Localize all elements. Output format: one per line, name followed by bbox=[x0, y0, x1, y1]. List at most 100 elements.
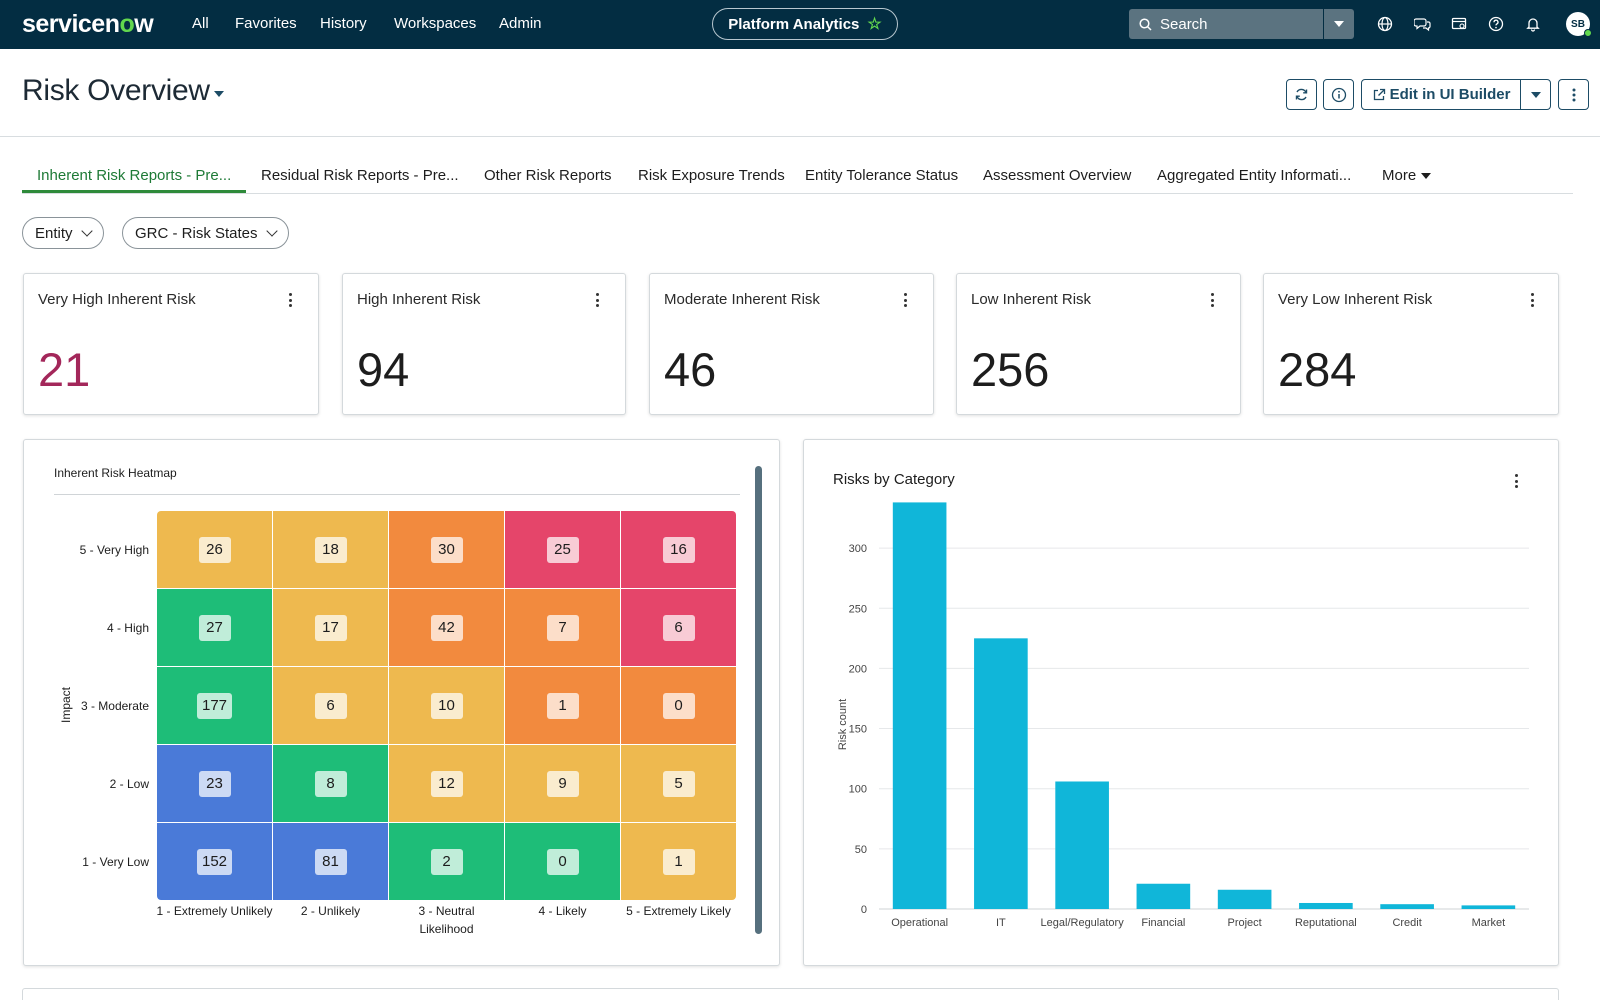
bar[interactable] bbox=[1461, 905, 1516, 909]
heatmap-cell-value: 81 bbox=[314, 848, 347, 875]
heatmap-row-label: 2 - Low bbox=[109, 776, 149, 791]
tab-other-risk-reports[interactable]: Other Risk Reports bbox=[484, 167, 612, 184]
tab-residual-risk-reports[interactable]: Residual Risk Reports - Pre... bbox=[261, 167, 459, 184]
y-axis-title: Risk count bbox=[837, 699, 849, 750]
tab-inherent-risk-reports[interactable]: Inherent Risk Reports - Pre... bbox=[37, 167, 232, 184]
heatmap-cell[interactable]: 9 bbox=[505, 745, 620, 822]
chat-icon[interactable] bbox=[1411, 13, 1433, 35]
info-button[interactable] bbox=[1323, 79, 1354, 110]
more-actions-button[interactable] bbox=[1558, 79, 1589, 110]
tab-risk-exposure-trends[interactable]: Risk Exposure Trends bbox=[638, 167, 785, 184]
heatmap-cell[interactable]: 0 bbox=[505, 823, 620, 900]
kpi-card-very-high[interactable]: Very High Inherent Risk 21 bbox=[23, 273, 319, 415]
search-scope-dropdown[interactable] bbox=[1324, 9, 1354, 39]
kebab-menu-icon[interactable] bbox=[284, 292, 296, 308]
heatmap-cell[interactable]: 1 bbox=[621, 823, 736, 900]
heatmap-y-axis-title: Impact bbox=[59, 686, 74, 724]
screen-inbox-icon[interactable] bbox=[1448, 13, 1470, 35]
heatmap-cell[interactable]: 152 bbox=[157, 823, 272, 900]
heatmap-cell[interactable]: 7 bbox=[505, 589, 620, 666]
tab-more[interactable]: More bbox=[1382, 167, 1432, 184]
heatmap-cell-value: 26 bbox=[198, 536, 231, 563]
tabs-baseline bbox=[22, 193, 1573, 194]
heatmap-cell[interactable]: 17 bbox=[273, 589, 388, 666]
bar[interactable] bbox=[1299, 902, 1353, 909]
heatmap-cell[interactable]: 25 bbox=[505, 511, 620, 588]
heatmap-cell-value: 12 bbox=[430, 770, 463, 797]
kpi-card-high[interactable]: High Inherent Risk 94 bbox=[342, 273, 626, 415]
kebab-menu-icon[interactable] bbox=[1526, 292, 1538, 308]
heatmap-cell[interactable]: 10 bbox=[389, 667, 504, 744]
entity-filter[interactable]: Entity bbox=[22, 217, 104, 249]
nav-link-workspaces[interactable]: Workspaces bbox=[394, 15, 477, 32]
help-icon[interactable] bbox=[1485, 13, 1507, 35]
heatmap-cell[interactable]: 0 bbox=[621, 667, 736, 744]
star-icon[interactable]: ☆ bbox=[867, 16, 882, 33]
heatmap-cell-value: 5 bbox=[662, 770, 695, 797]
bar[interactable] bbox=[1380, 904, 1434, 909]
workspace-pill[interactable]: Platform Analytics ☆ bbox=[712, 8, 898, 40]
heatmap-cell[interactable]: 30 bbox=[389, 511, 504, 588]
title-dropdown-caret-icon[interactable] bbox=[214, 91, 224, 97]
kebab-menu-icon[interactable] bbox=[591, 292, 603, 308]
heatmap-cell[interactable]: 1 bbox=[505, 667, 620, 744]
heatmap-column-label: 5 - Extremely Likely bbox=[626, 904, 731, 918]
refresh-button[interactable] bbox=[1286, 79, 1317, 110]
bar[interactable] bbox=[974, 638, 1028, 909]
edit-options-dropdown[interactable] bbox=[1520, 79, 1551, 110]
bar[interactable] bbox=[1055, 781, 1109, 909]
tab-entity-tolerance-status[interactable]: Entity Tolerance Status bbox=[805, 167, 959, 184]
search-input[interactable]: Search bbox=[1129, 9, 1323, 39]
heatmap-row-label: 1 - Very Low bbox=[82, 854, 149, 869]
kpi-card-very-low[interactable]: Very Low Inherent Risk 284 bbox=[1263, 273, 1559, 415]
tab-assessment-overview[interactable]: Assessment Overview bbox=[983, 167, 1132, 184]
y-tick-label: 300 bbox=[849, 543, 867, 555]
heatmap-cell[interactable]: 2 bbox=[389, 823, 504, 900]
heatmap-cell[interactable]: 5 bbox=[621, 745, 736, 822]
x-tick-label: Credit bbox=[1392, 917, 1421, 929]
heatmap-cell[interactable]: 6 bbox=[273, 667, 388, 744]
notifications-bell-icon[interactable] bbox=[1522, 13, 1544, 35]
heatmap-cell-value: 17 bbox=[314, 614, 347, 641]
heatmap-cell[interactable]: 16 bbox=[621, 511, 736, 588]
heatmap-cell[interactable]: 27 bbox=[157, 589, 272, 666]
risk-states-filter[interactable]: GRC - Risk States bbox=[122, 217, 289, 249]
page-title: Risk Overview bbox=[22, 74, 210, 107]
tab-more-label: More bbox=[1382, 167, 1417, 184]
kpi-card-moderate[interactable]: Moderate Inherent Risk 46 bbox=[649, 273, 934, 415]
bar[interactable] bbox=[892, 502, 947, 909]
heatmap-cell[interactable]: 26 bbox=[157, 511, 272, 588]
kpi-label: High Inherent Risk bbox=[357, 291, 481, 308]
globe-icon[interactable] bbox=[1374, 13, 1396, 35]
kebab-menu-icon[interactable] bbox=[899, 292, 911, 308]
workspace-pill-label: Platform Analytics bbox=[728, 15, 860, 33]
x-tick-label: Reputational bbox=[1295, 917, 1357, 929]
heatmap-cell[interactable]: 18 bbox=[273, 511, 388, 588]
heatmap-cell[interactable]: 42 bbox=[389, 589, 504, 666]
nav-link-admin[interactable]: Admin bbox=[499, 15, 542, 32]
heatmap-cell[interactable]: 81 bbox=[273, 823, 388, 900]
servicenow-logo[interactable]: servicenow bbox=[22, 10, 154, 38]
heatmap-cell[interactable]: 6 bbox=[621, 589, 736, 666]
heatmap-cell[interactable]: 8 bbox=[273, 745, 388, 822]
heatmap-row-label: 4 - High bbox=[106, 620, 149, 635]
nav-link-all[interactable]: All bbox=[192, 15, 209, 32]
kebab-menu-icon[interactable] bbox=[1206, 292, 1218, 308]
kebab-menu-icon[interactable] bbox=[1510, 473, 1522, 489]
kpi-card-low[interactable]: Low Inherent Risk 256 bbox=[956, 273, 1241, 415]
heatmap-cell[interactable]: 12 bbox=[389, 745, 504, 822]
heatmap-cell-value: 1 bbox=[546, 692, 579, 719]
bar[interactable] bbox=[1217, 889, 1272, 909]
nav-link-favorites[interactable]: Favorites bbox=[235, 15, 297, 32]
bar[interactable] bbox=[1136, 883, 1191, 909]
kpi-value: 46 bbox=[664, 343, 717, 396]
heatmap-cell[interactable]: 23 bbox=[157, 745, 272, 822]
heatmap-cell-value: 10 bbox=[430, 692, 463, 719]
refresh-icon bbox=[1295, 88, 1308, 101]
panel-scrollbar[interactable] bbox=[755, 466, 762, 934]
edit-in-ui-builder-button[interactable]: Edit in UI Builder bbox=[1361, 79, 1521, 110]
heatmap-cell-value: 9 bbox=[546, 770, 579, 797]
nav-link-history[interactable]: History bbox=[320, 15, 367, 32]
heatmap-cell[interactable]: 177 bbox=[157, 667, 272, 744]
tab-aggregated-entity-information[interactable]: Aggregated Entity Informati... bbox=[1157, 167, 1352, 184]
